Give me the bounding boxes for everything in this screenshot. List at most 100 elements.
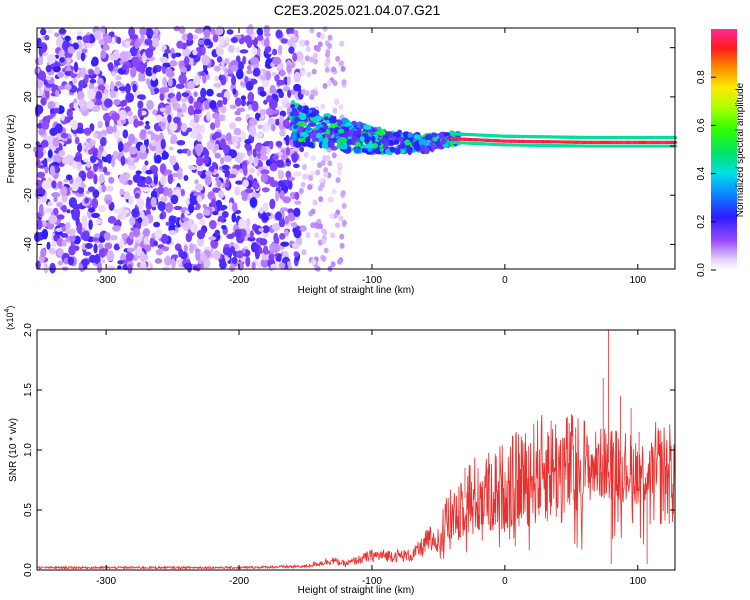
heatmap-cell bbox=[113, 243, 121, 251]
heatmap-cell bbox=[171, 254, 179, 259]
heatmap-cell bbox=[293, 171, 302, 177]
heatmap-cell bbox=[113, 98, 121, 106]
heatmap-cell bbox=[135, 170, 142, 175]
heatmap-cell bbox=[84, 73, 89, 84]
heatmap-cell bbox=[389, 146, 395, 153]
heatmap-cell bbox=[271, 48, 278, 56]
heatmap-cell bbox=[309, 27, 315, 34]
heatmap-cell bbox=[286, 64, 292, 74]
heatmap-cell bbox=[182, 48, 191, 58]
heatmap-cell bbox=[176, 113, 185, 118]
heatmap-cell bbox=[286, 107, 293, 113]
heatmap-cell bbox=[305, 232, 311, 239]
heatmap-cell bbox=[263, 24, 270, 35]
heatmap-cell bbox=[65, 221, 71, 231]
heatmap-cell bbox=[334, 98, 340, 105]
heatmap-cell bbox=[287, 212, 296, 222]
heatmap-cell bbox=[278, 218, 286, 228]
heatmap-cell bbox=[53, 107, 60, 114]
heatmap-cell bbox=[137, 107, 142, 118]
heatmap-cell bbox=[348, 130, 354, 138]
heatmap-cell bbox=[72, 77, 78, 84]
heatmap-cell bbox=[275, 29, 283, 39]
heatmap-cell bbox=[339, 40, 345, 47]
heatmap-cell bbox=[270, 109, 279, 115]
heatmap-cell bbox=[164, 104, 172, 115]
heatmap-cell bbox=[214, 117, 221, 129]
heatmap-cell bbox=[121, 64, 128, 71]
heatmap-cell bbox=[152, 109, 158, 116]
heatmap-cell bbox=[69, 228, 76, 237]
heatmap-cell bbox=[223, 155, 233, 163]
heatmap-cell bbox=[306, 71, 312, 78]
heatmap-cell bbox=[98, 235, 106, 243]
heatmap-cell bbox=[94, 30, 102, 40]
heatmap-cell bbox=[235, 46, 240, 53]
heatmap-cell bbox=[108, 176, 115, 184]
heatmap-cell bbox=[200, 124, 206, 134]
heatmap-cell bbox=[103, 98, 113, 108]
heatmap-cell bbox=[340, 190, 346, 197]
heatmap-cell bbox=[132, 227, 141, 238]
heatmap-cell bbox=[60, 185, 68, 197]
heatmap-cell bbox=[171, 53, 176, 59]
heatmap-cell bbox=[273, 232, 279, 243]
heatmap-cell bbox=[66, 116, 71, 123]
heatmap-cell bbox=[362, 132, 369, 137]
heatmap-cell bbox=[174, 52, 182, 58]
heatmap-cell bbox=[38, 128, 46, 136]
x-tick-label: 100 bbox=[629, 275, 646, 286]
heatmap-cell bbox=[321, 238, 327, 245]
heatmap-cell bbox=[271, 223, 281, 231]
heatmap-cell bbox=[123, 191, 131, 200]
heatmap-cell bbox=[341, 219, 347, 226]
heatmap-cell bbox=[291, 242, 300, 250]
heatmap-cell bbox=[288, 176, 296, 182]
heatmap-cell bbox=[329, 123, 336, 129]
heatmap-cell bbox=[285, 170, 292, 179]
heatmap-cell bbox=[327, 160, 333, 167]
heatmap-cell bbox=[95, 99, 103, 106]
heatmap-cell bbox=[106, 125, 114, 135]
heatmap-cell bbox=[286, 27, 295, 36]
heatmap-cell bbox=[204, 99, 210, 110]
heatmap-cell bbox=[130, 66, 137, 78]
heatmap-cell bbox=[217, 215, 225, 223]
heatmap-cell bbox=[137, 100, 144, 110]
heatmap-cell bbox=[256, 28, 263, 36]
heatmap-cell bbox=[304, 90, 310, 97]
heatmap-cell bbox=[129, 46, 138, 57]
heatmap-cell bbox=[268, 99, 278, 110]
heatmap-cell bbox=[76, 50, 82, 61]
heatmap-cell bbox=[274, 75, 279, 82]
heatmap-cell bbox=[303, 151, 309, 158]
heatmap-cell bbox=[277, 170, 285, 180]
heatmap-cell bbox=[275, 190, 280, 202]
heatmap-cell bbox=[168, 130, 173, 136]
heatmap-cell bbox=[34, 87, 41, 98]
heatmap-cell bbox=[279, 232, 286, 240]
heatmap-cell bbox=[77, 187, 85, 194]
heatmap-cell bbox=[86, 161, 91, 168]
y-tick-label: 20 bbox=[23, 91, 34, 103]
heatmap-cell bbox=[169, 155, 177, 166]
heatmap-cell bbox=[37, 186, 46, 197]
heatmap-cell bbox=[176, 149, 184, 154]
heatmap-cell bbox=[234, 136, 239, 143]
heatmap-cell bbox=[160, 196, 168, 203]
heatmap-cell bbox=[42, 195, 48, 203]
heatmap-cell bbox=[57, 85, 65, 90]
heatmap-cell bbox=[39, 42, 48, 53]
heatmap-cell bbox=[59, 57, 65, 63]
heatmap-cell bbox=[36, 198, 43, 204]
heatmap-cell bbox=[69, 102, 75, 109]
heatmap-cell bbox=[351, 138, 356, 146]
heatmap-cell bbox=[144, 124, 151, 130]
heatmap-cell bbox=[224, 37, 231, 44]
heatmap-cell bbox=[170, 134, 178, 145]
y-tick-label: 0 bbox=[23, 143, 34, 149]
heatmap-cell bbox=[58, 50, 65, 58]
heatmap-cell bbox=[295, 50, 304, 62]
heatmap-cell bbox=[231, 256, 238, 265]
colorbar: 0.0 0.2 0.4 0.6 0.8 Normalized spectral ampl… bbox=[696, 29, 746, 277]
